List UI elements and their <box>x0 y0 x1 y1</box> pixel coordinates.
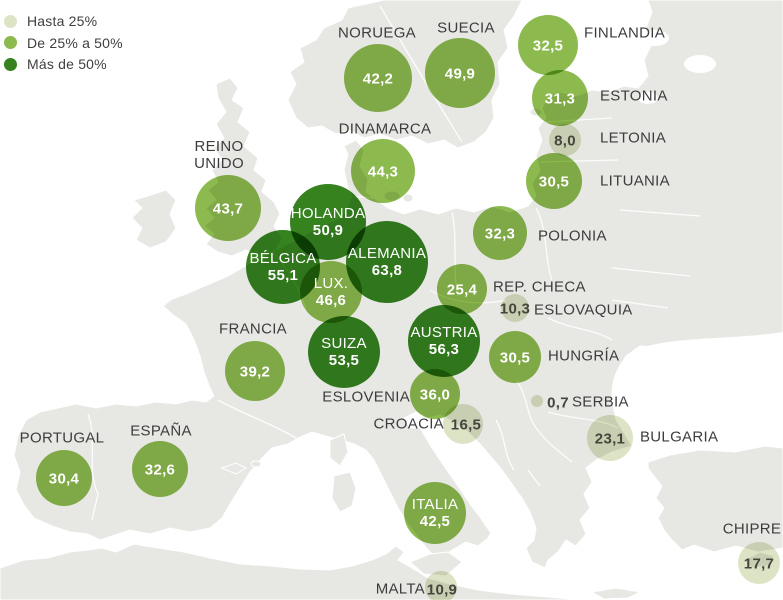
europe-basemap <box>0 0 783 600</box>
europe-bubble-map: NORUEGA 42,2 SUECIA 49,9 FINLANDIA 32,5 ESTONI… <box>0 0 783 600</box>
landmass-shapes <box>0 0 783 600</box>
